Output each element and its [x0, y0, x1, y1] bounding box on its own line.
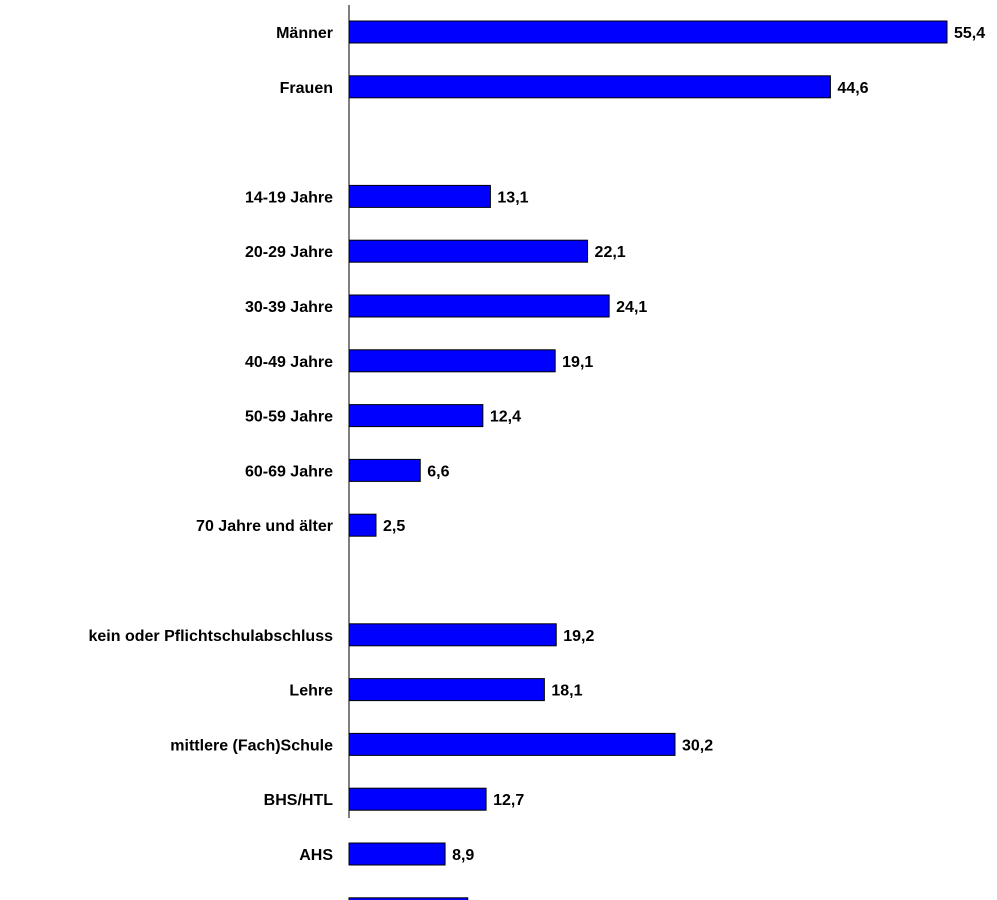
value-label: 6,6 [427, 463, 449, 480]
bar [348, 184, 491, 208]
bar [348, 513, 377, 537]
bar [348, 239, 589, 263]
category-label: kein oder Pflichtschulabschluss [88, 628, 333, 645]
value-label: 2,5 [383, 518, 405, 535]
category-label: 60-69 Jahre [245, 463, 333, 480]
value-label: 18,1 [551, 683, 582, 700]
category-label: 70 Jahre und älter [196, 518, 333, 535]
bar [348, 678, 545, 702]
bar [348, 897, 469, 900]
value-label: 30,2 [682, 737, 713, 754]
bar [348, 732, 676, 756]
category-labels-layer: Männer Frauen 14-19 Jahre 20-29 Jahre 30-39 … [88, 25, 334, 864]
category-label: 20-29 Jahre [245, 244, 333, 261]
value-label: 24,1 [616, 299, 647, 316]
bar [348, 349, 556, 373]
value-labels-layer: 55,4 44,6 13,1 22,1 24,1 19,1 12,4 6,6 2,5 19,2 18… [383, 25, 985, 864]
value-label: 8,9 [452, 847, 474, 864]
category-label: BHS/HTL [264, 792, 334, 809]
category-label: mittlere (Fach)Schule [170, 737, 333, 754]
value-label: 19,1 [562, 354, 593, 371]
value-label: 22,1 [595, 244, 626, 261]
category-label: Männer [276, 25, 333, 42]
bar [348, 842, 446, 866]
value-label: 19,2 [563, 628, 594, 645]
value-label: 12,7 [493, 792, 524, 809]
category-label: Lehre [289, 683, 333, 700]
category-label: Frauen [280, 80, 333, 97]
bar [348, 787, 487, 811]
category-label: 30-39 Jahre [245, 299, 333, 316]
value-label: 44,6 [837, 80, 868, 97]
value-label: 13,1 [497, 189, 528, 206]
value-label: 55,4 [954, 25, 985, 42]
bar [348, 623, 557, 647]
bars-layer [348, 20, 948, 900]
category-label: AHS [299, 847, 333, 864]
bar [348, 20, 948, 44]
value-label: 12,4 [490, 409, 521, 426]
bar [348, 75, 831, 99]
bar [348, 404, 484, 428]
category-label: 40-49 Jahre [245, 354, 333, 371]
bar [348, 458, 421, 482]
category-label: 14-19 Jahre [245, 189, 333, 206]
bar [348, 294, 610, 318]
category-label: 50-59 Jahre [245, 409, 333, 426]
